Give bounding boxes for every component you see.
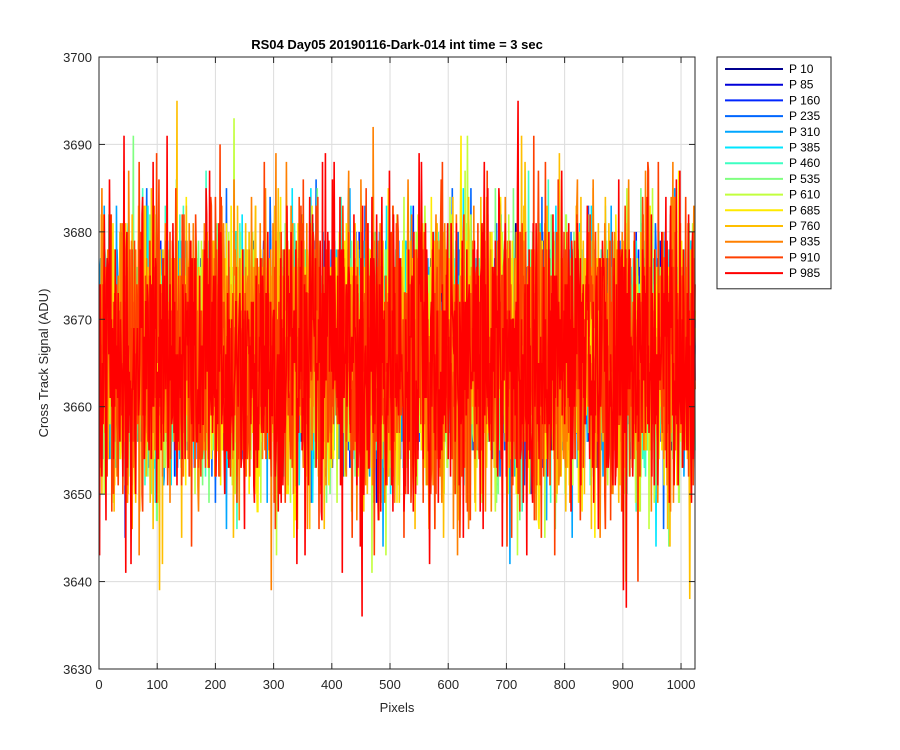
x-tick-label: 1000 bbox=[667, 677, 696, 692]
x-tick-label: 600 bbox=[437, 677, 459, 692]
x-tick-label: 800 bbox=[554, 677, 576, 692]
axis-ticks: 0 100 200 300 400 500 600 700 800 900 1000 3630 3640… bbox=[63, 50, 695, 692]
y-tick-label: 3680 bbox=[63, 225, 92, 240]
x-tick-label: 500 bbox=[379, 677, 401, 692]
x-tick-label: 900 bbox=[612, 677, 634, 692]
legend-entry: P 160 bbox=[789, 93, 820, 107]
axes-box bbox=[98, 56, 696, 670]
x-tick-label: 0 bbox=[95, 677, 102, 692]
x-tick-label: 700 bbox=[496, 677, 518, 692]
legend-entry: P 760 bbox=[789, 219, 820, 233]
legend-entry: P 85 bbox=[789, 78, 814, 92]
legend-box bbox=[716, 56, 832, 290]
x-axis-label: Pixels bbox=[380, 700, 415, 715]
y-tick-label: 3650 bbox=[63, 487, 92, 502]
y-tick-label: 3670 bbox=[63, 312, 92, 327]
series-line bbox=[98, 100, 696, 617]
y-tick-label: 3640 bbox=[63, 575, 92, 590]
legend-entry: P 535 bbox=[789, 172, 820, 186]
x-tick-label: 400 bbox=[321, 677, 343, 692]
y-axis-label: Cross Track Signal (ADU) bbox=[36, 289, 51, 438]
legend-entry: P 460 bbox=[789, 156, 820, 170]
legend-entry: P 685 bbox=[789, 203, 820, 217]
plot-area bbox=[98, 100, 696, 617]
legend-entry: P 235 bbox=[789, 109, 820, 123]
legend-entry: P 310 bbox=[789, 125, 820, 139]
x-tick-label: 300 bbox=[263, 677, 285, 692]
legend-entry: P 985 bbox=[789, 266, 820, 280]
legend-entry: P 10 bbox=[789, 62, 814, 76]
x-tick-label: 100 bbox=[146, 677, 168, 692]
legend-entry: P 385 bbox=[789, 141, 820, 155]
legend-entry: P 610 bbox=[789, 188, 820, 202]
legend-entry: P 910 bbox=[789, 250, 820, 264]
y-tick-label: 3660 bbox=[63, 400, 92, 415]
y-tick-label: 3690 bbox=[63, 137, 92, 152]
x-tick-label: 200 bbox=[205, 677, 227, 692]
chart-title: RS04 Day05 20190116-Dark-014 int time = … bbox=[251, 37, 543, 52]
y-tick-label: 3700 bbox=[63, 50, 92, 65]
y-tick-label: 3630 bbox=[63, 662, 92, 677]
legend-entry: P 835 bbox=[789, 235, 820, 249]
